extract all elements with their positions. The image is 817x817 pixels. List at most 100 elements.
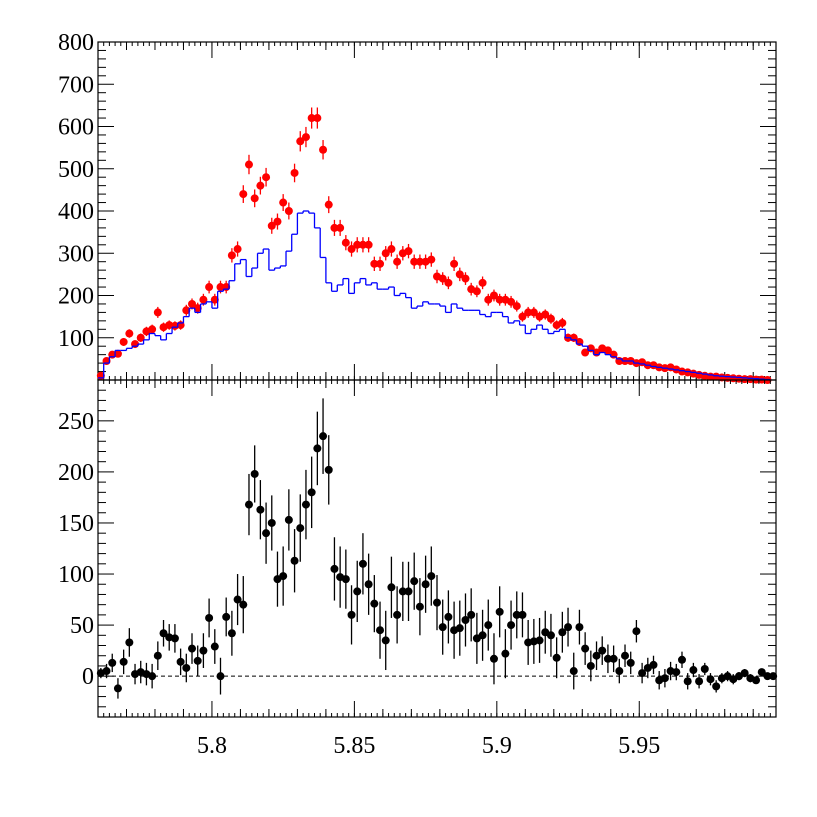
data-point (586, 661, 595, 670)
data-point (358, 240, 367, 249)
data-point (347, 610, 356, 619)
data-point (193, 656, 202, 665)
x-tick-label: 5.9 (482, 733, 512, 759)
y-tick-label: 300 (58, 241, 94, 267)
data-point (279, 572, 288, 581)
data-point (153, 651, 162, 660)
data-point (244, 500, 253, 509)
data-point (170, 634, 179, 643)
y-tick-label: 50 (70, 613, 94, 639)
data-point (125, 638, 134, 647)
data-point (296, 137, 305, 146)
data-point (188, 644, 197, 653)
x-tick-label: 5.85 (333, 733, 375, 759)
data-point (546, 631, 555, 640)
data-point (757, 668, 766, 677)
data-point (433, 598, 441, 607)
data-point (267, 518, 276, 527)
y-tick-label: 400 (58, 199, 94, 225)
data-point (358, 559, 367, 568)
data-point (478, 278, 487, 287)
data-point (222, 612, 231, 621)
data-point (301, 500, 310, 509)
data-point (319, 432, 328, 441)
data-point (188, 299, 197, 308)
data-point (313, 114, 322, 123)
data-point (290, 168, 299, 177)
data-point (410, 577, 419, 586)
y-tick-label: 100 (58, 326, 94, 352)
data-point (507, 297, 516, 306)
data-point (159, 629, 168, 638)
data-point (113, 684, 122, 693)
data-point (324, 200, 333, 209)
data-point (353, 587, 362, 596)
data-point (239, 600, 248, 609)
data-point (319, 145, 328, 154)
data-point (125, 329, 134, 338)
data-point (501, 649, 510, 658)
data-point (370, 259, 379, 268)
data-point (364, 580, 373, 589)
data-point (569, 667, 578, 676)
data-point (410, 257, 419, 266)
data-point (489, 654, 498, 663)
y-tick-label: 800 (58, 30, 94, 56)
bottom-panel: 0 50 100 150 200 250 5.8 5.85 5.9 5.95 (58, 379, 778, 759)
data-point (444, 612, 453, 621)
data-point (450, 259, 459, 268)
data-point (398, 587, 407, 596)
data-point (376, 626, 385, 635)
data-point (148, 672, 157, 681)
data-point (672, 668, 681, 677)
x-tick-label: 5.95 (618, 733, 660, 759)
data-point (455, 624, 464, 633)
data-point (102, 667, 111, 676)
data-point (381, 636, 390, 645)
data-point (256, 181, 265, 190)
data-point (148, 325, 157, 334)
data-point (427, 255, 436, 264)
data-point (712, 682, 721, 691)
data-point (763, 672, 772, 681)
data-point (330, 564, 339, 573)
data-point (284, 515, 293, 524)
data-point (376, 259, 385, 268)
data-point (205, 613, 214, 622)
y-tick-label: 150 (58, 511, 94, 537)
data-point (512, 302, 521, 311)
data-point (706, 675, 715, 684)
plot-frame (97, 379, 777, 718)
plot-frame (97, 41, 777, 381)
data-point (284, 207, 293, 215)
y-tick-label: 200 (58, 460, 94, 486)
data-point (210, 295, 219, 304)
data-point (227, 251, 236, 260)
data-point (347, 245, 356, 254)
data-point (524, 308, 533, 317)
y-tick-label: 200 (58, 284, 94, 310)
data-point (603, 654, 612, 663)
data-point (205, 283, 214, 292)
data-point (609, 654, 618, 663)
data-point (216, 672, 225, 681)
data-point (262, 529, 271, 538)
data-point (182, 663, 191, 672)
data-point (734, 374, 743, 383)
y-tick-label: 250 (58, 409, 94, 435)
data-point (564, 623, 573, 632)
data-point (393, 610, 402, 619)
data-point (296, 524, 305, 533)
data-point (301, 133, 310, 142)
data-point (199, 295, 208, 304)
data-point (290, 556, 299, 565)
data-point (478, 631, 487, 640)
data-point (341, 238, 350, 247)
data-point (176, 657, 185, 666)
data-point (415, 257, 424, 266)
data-point (592, 651, 601, 660)
data-point (404, 587, 413, 596)
data-point (638, 669, 647, 678)
data-point (575, 623, 584, 632)
